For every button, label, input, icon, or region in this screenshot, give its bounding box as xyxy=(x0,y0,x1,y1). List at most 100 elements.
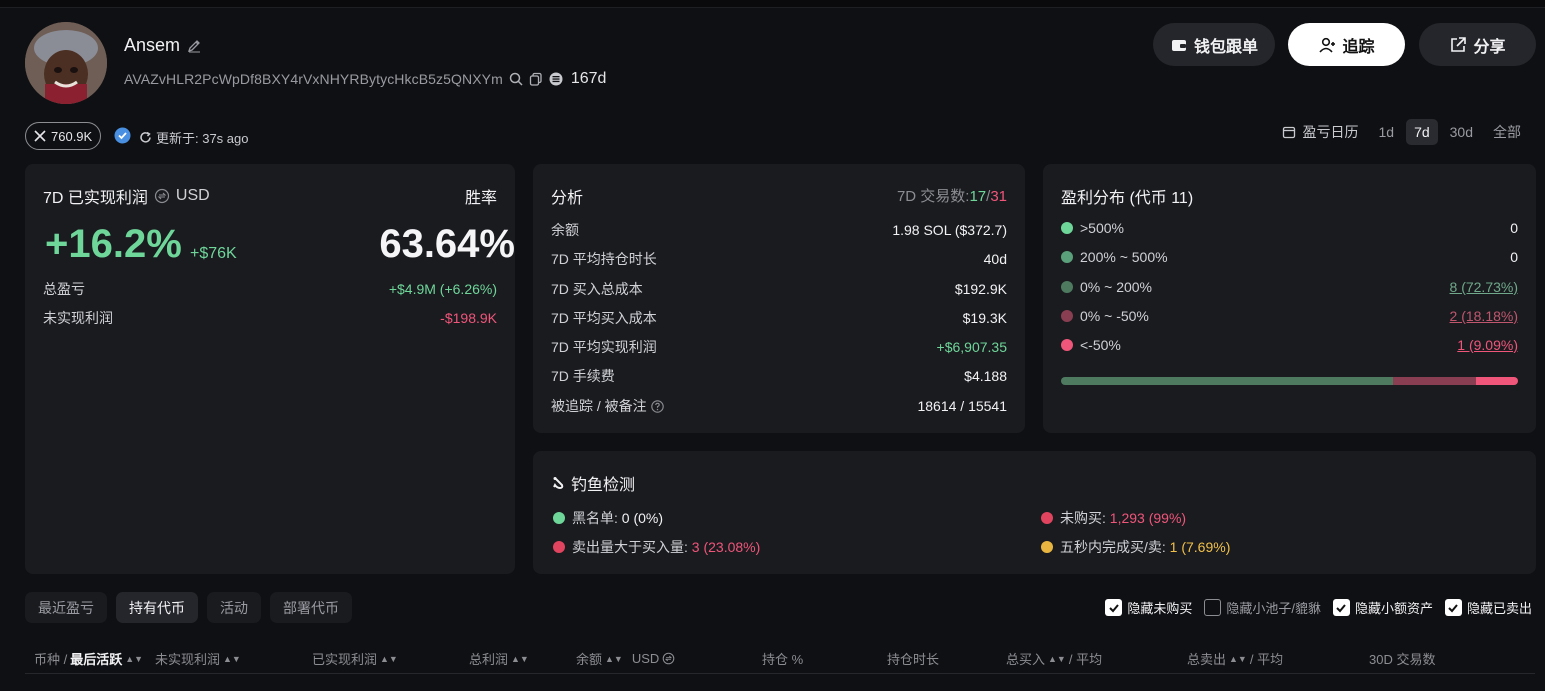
search-icon[interactable] xyxy=(509,72,523,86)
range-1d[interactable]: 1d xyxy=(1378,124,1395,140)
checkbox-checked-icon xyxy=(1444,599,1462,616)
col-label: 余额 xyxy=(576,652,603,667)
blacklist-label: 黑名单: xyxy=(572,510,618,526)
address-row: AVAZvHLR2PcWpDf8BXY4rVxNHYRBytycHkcB5z5Q… xyxy=(124,70,606,88)
copy-icon[interactable] xyxy=(529,72,543,86)
profile-name-row: Ansem xyxy=(124,35,202,56)
distribution-bar-segment xyxy=(1476,377,1518,385)
pnl-title: 7D 已实现利润 xyxy=(43,190,148,207)
col-label: / 平均 xyxy=(1068,652,1103,667)
wallet-follow-button[interactable]: 钱包跟单 xyxy=(1153,23,1275,66)
col-balance[interactable]: 余额 ▲▼ USD xyxy=(576,649,675,668)
dist-row: >500% 0 xyxy=(1061,220,1518,236)
currency-switch-icon[interactable] xyxy=(154,188,170,204)
checkbox-unchecked-icon xyxy=(1204,599,1222,616)
dist-value-link[interactable]: 1 (9.09%) xyxy=(1457,337,1518,353)
col-realized[interactable]: 已实现利润 ▲▼ xyxy=(312,649,398,668)
col-label: 未实现利润 xyxy=(155,652,221,667)
tab-deployed[interactable]: 部署代币 xyxy=(270,592,352,623)
trade-count-total: 31 xyxy=(990,188,1007,205)
share-button[interactable]: 分享 xyxy=(1419,23,1536,66)
col-unrealized[interactable]: 未实现利润 ▲▼ xyxy=(155,649,241,668)
col-label-usd: USD xyxy=(631,651,660,666)
filter-label: 隐藏未购买 xyxy=(1127,601,1193,616)
holdings-table-header: 币种 / 最后活跃 ▲▼ 未实现利润 ▲▼ 已实现利润 ▲▼ 总利润 ▲▼ 余额 ▲▼ USD… xyxy=(25,640,1535,674)
analysis-value: 40d xyxy=(983,251,1007,267)
unrealized-value: -$198.9K xyxy=(440,310,497,326)
total-pnl-row: 总盈亏 +$4.9M (+6.26%) xyxy=(43,279,497,299)
avatar xyxy=(25,22,107,104)
help-icon[interactable] xyxy=(650,399,664,413)
checkbox-checked-icon xyxy=(1105,599,1123,616)
analysis-label: 7D 平均实现利润 xyxy=(551,339,657,355)
col-30d-trades[interactable]: 30D 交易数 xyxy=(1369,649,1435,668)
filter-hide-small-assets[interactable]: 隐藏小额资产 xyxy=(1332,598,1433,617)
tab-activity[interactable]: 活动 xyxy=(207,592,261,623)
tab-recent-pnl[interactable]: 最近盈亏 xyxy=(25,592,107,623)
distribution-bar xyxy=(1061,377,1518,385)
col-total-profit[interactable]: 总利润 ▲▼ xyxy=(469,649,529,668)
analysis-label: 7D 平均持仓时长 xyxy=(551,251,657,267)
status-dot-green xyxy=(553,512,565,524)
col-hold-time[interactable]: 持仓时长 xyxy=(887,649,939,668)
col-token[interactable]: 币种 / 最后活跃 ▲▼ xyxy=(34,649,143,668)
realized-pnl-percent: +16.2% xyxy=(45,222,182,266)
blacklist-row: 黑名单: 0 (0%) xyxy=(553,508,663,528)
col-position[interactable]: 持仓 % xyxy=(762,649,803,668)
dist-row: 0% ~ 200% 8 (72.73%) xyxy=(1061,279,1518,295)
sort-icon: ▲▼ xyxy=(380,653,398,664)
distribution-bar-segment xyxy=(1061,377,1394,385)
pencil-icon[interactable] xyxy=(186,38,202,54)
tab-holdings[interactable]: 持有代币 xyxy=(116,592,198,623)
blacklist-value: 0 (0%) xyxy=(621,510,664,526)
col-label: 总买入 xyxy=(1006,652,1046,667)
win-rate-label: 胜率 xyxy=(464,190,497,207)
range-30d[interactable]: 30d xyxy=(1449,124,1473,140)
x-followers-badge[interactable]: 760.9K xyxy=(25,122,102,150)
distribution-bar-segment xyxy=(1393,377,1477,385)
filter-hide-unbought[interactable]: 隐藏未购买 xyxy=(1105,598,1192,617)
trade-count-win: 17 xyxy=(969,188,987,205)
top-bar xyxy=(0,0,1545,8)
status-dot-yellow xyxy=(1041,541,1053,553)
table-filters: 隐藏未购买 隐藏小池子/貔貅 隐藏小额资产 隐藏已卖出 xyxy=(1105,598,1532,617)
sort-icon: ▲▼ xyxy=(223,653,241,664)
currency-switch-icon[interactable] xyxy=(662,652,675,665)
filter-label: 隐藏小额资产 xyxy=(1354,601,1433,616)
sold-more-label: 卖出量大于买入量: xyxy=(572,539,688,555)
analysis-label: 7D 买入总成本 xyxy=(551,281,643,297)
dist-value-link[interactable]: 8 (72.73%) xyxy=(1449,279,1518,295)
phishing-check-card: 钓鱼检测 黑名单: 0 (0%) 卖出量大于买入量: 3 (23.08%) 未购… xyxy=(533,451,1536,574)
analysis-title: 分析 xyxy=(551,190,584,207)
col-label: 30D 交易数 xyxy=(1369,652,1436,667)
analysis-label: 被追踪 / 被备注 xyxy=(551,398,647,414)
dist-value-link[interactable]: 2 (18.18%) xyxy=(1449,308,1518,324)
wallet-age: 167d xyxy=(570,70,607,87)
range-7d[interactable]: 7d xyxy=(1406,119,1438,145)
pnl-calendar-button[interactable]: 盈亏日历 xyxy=(1282,122,1358,142)
dist-label: <-50% xyxy=(1080,337,1121,353)
x-logo-icon xyxy=(34,130,46,142)
update-status[interactable]: 更新于: 37s ago xyxy=(139,128,249,147)
range-all[interactable]: 全部 xyxy=(1493,124,1521,140)
col-label: 总卖出 xyxy=(1187,652,1227,667)
col-label-active: 最后活跃 xyxy=(70,652,123,667)
track-button[interactable]: 追踪 xyxy=(1288,23,1405,66)
col-label: 持仓 % xyxy=(762,652,804,667)
analysis-value: +$6,907.35 xyxy=(936,339,1007,355)
analysis-value: 1.98 SOL ($372.7) xyxy=(892,222,1007,238)
filter-hide-small-pool[interactable]: 隐藏小池子/貔貅 xyxy=(1204,598,1321,617)
dist-row: 0% ~ -50% 2 (18.18%) xyxy=(1061,308,1518,324)
col-total-sell[interactable]: 总卖出 ▲▼ / 平均 xyxy=(1187,649,1283,668)
filter-hide-sold[interactable]: 隐藏已卖出 xyxy=(1444,598,1532,617)
analysis-label: 7D 手续费 xyxy=(551,368,615,384)
sort-icon: ▲▼ xyxy=(511,653,529,664)
sort-icon: ▲▼ xyxy=(1229,653,1247,664)
pnl-currency: USD xyxy=(175,187,210,204)
status-dot-red xyxy=(553,541,565,553)
analysis-value: $192.9K xyxy=(954,281,1007,297)
col-label: 币种 / xyxy=(34,652,68,667)
unrealized-row: 未实现利润 -$198.9K xyxy=(43,308,497,328)
sold-more-row: 卖出量大于买入量: 3 (23.08%) xyxy=(553,537,760,557)
col-total-buy[interactable]: 总买入 ▲▼ / 平均 xyxy=(1006,649,1102,668)
